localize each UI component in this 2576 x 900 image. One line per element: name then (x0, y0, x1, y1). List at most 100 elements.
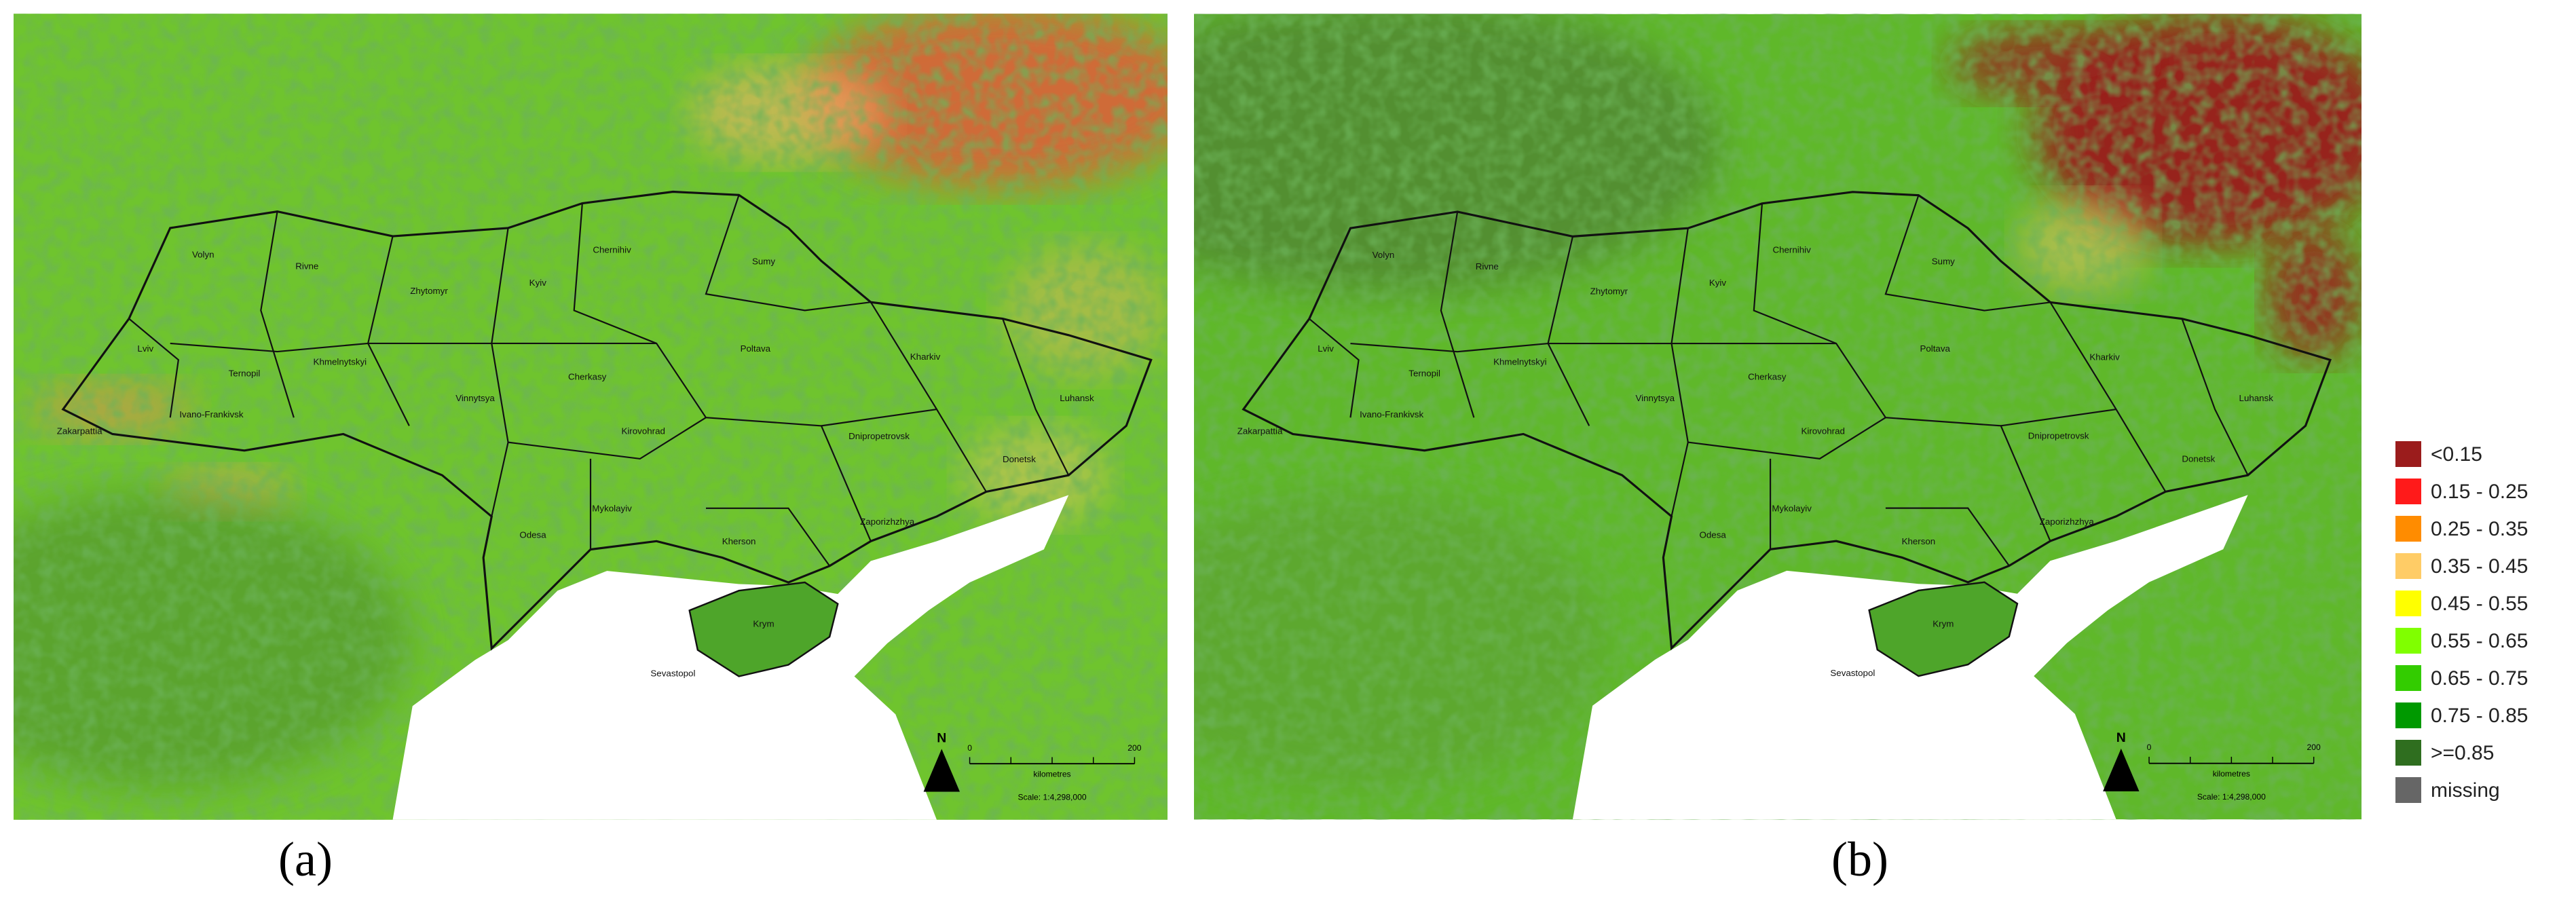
region-label: Luhansk (1060, 393, 1094, 403)
region-label: Sumy (1932, 257, 1955, 267)
region-label: Ternopil (1408, 369, 1440, 379)
scale-end: 200 (2307, 743, 2321, 752)
legend-label: 0.55 - 0.65 (2431, 630, 2528, 652)
scale-ratio: Scale: 1:4,298,000 (2197, 792, 2266, 802)
region-label: Kharkiv (910, 352, 941, 362)
legend-label: >=0.85 (2431, 742, 2494, 764)
region-label: Krym (1933, 618, 1954, 629)
region-label: Vinnytsya (1635, 393, 1675, 403)
scale-start: 0 (967, 743, 972, 753)
region-label: Kyiv (1709, 278, 1727, 288)
country-border (1242, 191, 2332, 651)
region-label: Cherkasy (568, 371, 607, 381)
region-label: Chernihiv (593, 244, 631, 255)
legend-swatch (2395, 479, 2421, 504)
region-label: Zaporizhzhya (860, 517, 915, 527)
legend-swatch (2395, 702, 2421, 728)
scale-start: 0 (2147, 743, 2152, 752)
legend-swatch (2395, 441, 2421, 467)
region-label: Mykolayiv (592, 504, 632, 514)
oblast-border (508, 417, 707, 460)
region-label: Volyn (1373, 250, 1395, 260)
region-label: Zhytomyr (410, 286, 448, 296)
region-label: Dnipropetrovsk (848, 431, 910, 441)
region-label: Odesa (1700, 529, 1727, 540)
region-label: Krym (753, 619, 774, 629)
scale-unit: kilometres (1033, 770, 1070, 779)
scale-end: 200 (1127, 743, 1141, 753)
region-label: Kharkiv (2089, 352, 2120, 362)
region-label: Kyiv (529, 278, 547, 288)
oblast-border (1309, 318, 1360, 418)
oblast-border (2049, 301, 2167, 492)
north-arrow (923, 749, 960, 792)
oblast-border (2181, 318, 2249, 476)
region-label: Cherkasy (1748, 371, 1787, 381)
oblast-border (1753, 203, 2051, 542)
oblast-border (1670, 228, 1689, 517)
region-label: Khmelnytskyi (314, 357, 367, 367)
panel-caption: (a) (278, 832, 333, 886)
region-label: Lviv (137, 343, 153, 354)
legend-swatch (2395, 740, 2421, 766)
legend-label: <0.15 (2431, 443, 2482, 466)
oblast-border (573, 203, 872, 542)
oblast-border (1002, 318, 1070, 476)
legend-label: 0.35 - 0.45 (2431, 555, 2528, 578)
scale-ratio: Scale: 1:4,298,000 (1018, 793, 1086, 802)
legend-swatch (2395, 553, 2421, 579)
region-label: Donetsk (2182, 454, 2215, 464)
region-label: Kherson (1902, 536, 1936, 546)
legend-swatch (2395, 628, 2421, 654)
legend-label: missing (2431, 779, 2500, 802)
legend-swatch (2395, 777, 2421, 803)
north-arrow (2103, 748, 2140, 791)
region-label: Odesa (519, 530, 546, 540)
oblast-border (128, 318, 180, 418)
legend-swatch (2395, 590, 2421, 616)
country-border (61, 190, 1153, 651)
region-label: Rivne (1476, 261, 1499, 271)
oblast-border (1440, 211, 1475, 418)
oblast-border (705, 195, 871, 312)
region-label: Rivne (295, 261, 318, 271)
legend-label: 0.75 - 0.85 (2431, 705, 2528, 727)
oblast-border (1884, 195, 2051, 312)
region-label: Ivano-Frankivsk (1360, 409, 1423, 419)
region-label: Kherson (722, 536, 756, 546)
map-panel: Volyn Rivne Zhytomyr Kyiv Chernihiv Sumy Lviv T… (1194, 14, 2362, 820)
oblast-border (1885, 507, 2010, 567)
oblast-border (1687, 417, 1886, 460)
region-label: Khmelnytskyi (1493, 357, 1547, 367)
region-label: Zaporizhzhya (2040, 517, 2095, 527)
region-label: Kirovohrad (621, 426, 665, 436)
oblast-border (2000, 409, 2116, 427)
region-label: Mykolayiv (1772, 503, 1812, 513)
region-label: Donetsk (1003, 454, 1036, 464)
map-panel: Volyn Rivne Zhytomyr Kyiv Chernihiv Sumy Lviv T… (14, 14, 1168, 820)
region-label: Sevastopol (1830, 668, 1875, 678)
region-label: Luhansk (2239, 393, 2274, 403)
legend-label: 0.15 - 0.25 (2431, 481, 2528, 503)
region-label: Ternopil (229, 369, 261, 379)
region-label: Zakarpattia (1237, 426, 1283, 436)
legend: <0.15 0.15 - 0.25 0.25 - 0.35 0.35 - 0.45 0.… (2395, 441, 2528, 803)
region-label: Sevastopol (650, 669, 695, 679)
north-label: N (2116, 730, 2126, 745)
panel-caption: (b) (1831, 832, 1888, 886)
region-label: Poltava (1920, 343, 1950, 354)
region-label: Chernihiv (1772, 245, 1811, 255)
legend-label: 0.65 - 0.75 (2431, 667, 2528, 690)
legend-label: 0.25 - 0.35 (2431, 518, 2528, 540)
region-label: Ivano-Frankivsk (179, 409, 244, 419)
region-label: Dnipropetrovsk (2028, 431, 2089, 441)
oblast-border (1350, 342, 1837, 353)
region-label: Kirovohrad (1801, 426, 1844, 436)
legend-swatch (2395, 516, 2421, 542)
region-label: Zhytomyr (1590, 286, 1628, 296)
region-label: Vinnytsya (455, 393, 495, 403)
oblast-border (260, 211, 295, 418)
oblast-border (491, 227, 509, 517)
crimea (1868, 581, 2019, 677)
